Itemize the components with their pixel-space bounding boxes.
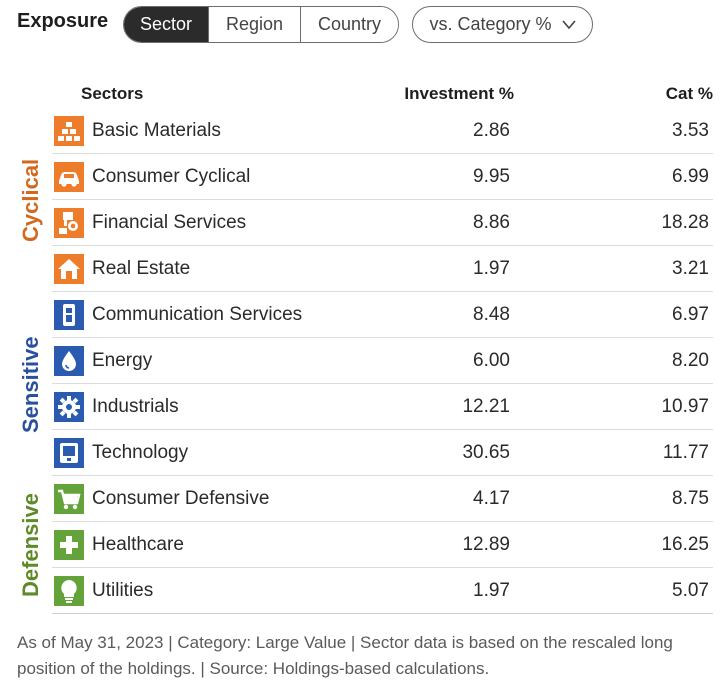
financial-services-icon xyxy=(54,208,84,238)
category-percent: 18.28 xyxy=(661,212,709,233)
investment-percent: 1.97 xyxy=(473,258,510,279)
technology-icon xyxy=(54,438,84,468)
category-percent: 16.25 xyxy=(661,534,709,555)
table-row: Healthcare 12.89 16.25 xyxy=(0,522,726,568)
healthcare-icon xyxy=(54,530,84,560)
column-header-investment[interactable]: Investment % xyxy=(404,84,514,103)
table-body: Basic Materials 2.86 3.53 Consumer Cyclical… xyxy=(0,108,726,614)
exposure-header: Exposure Sector Region Country vs. Categ… xyxy=(17,6,717,43)
tab-sector[interactable]: Sector xyxy=(124,7,209,42)
investment-percent: 8.86 xyxy=(473,212,510,233)
table-row: Financial Services 8.86 18.28 xyxy=(0,200,726,246)
table-row: Industrials 12.21 10.97 xyxy=(0,384,726,430)
table-row: Consumer Cyclical 9.95 6.99 xyxy=(0,154,726,200)
table-row: Basic Materials 2.86 3.53 xyxy=(0,108,726,154)
consumer-cyclical-icon xyxy=(54,162,84,192)
tab-country[interactable]: Country xyxy=(301,7,398,42)
table-row: Technology 30.65 11.77 xyxy=(0,430,726,476)
investment-percent: 12.89 xyxy=(462,534,510,555)
column-header-category[interactable]: Cat % xyxy=(665,84,713,103)
sector-name: Consumer Cyclical xyxy=(92,166,251,187)
sector-name: Consumer Defensive xyxy=(92,488,270,509)
table-row: Consumer Defensive 4.17 8.75 xyxy=(0,476,726,522)
tab-region[interactable]: Region xyxy=(209,7,301,42)
communication-services-icon xyxy=(54,300,84,330)
exposure-tab-group: Sector Region Country xyxy=(123,6,399,43)
sector-name: Financial Services xyxy=(92,212,247,233)
table-row: Communication Services 8.48 6.97 xyxy=(0,292,726,338)
table-header: Sectors Investment % Cat % xyxy=(0,80,726,108)
sector-name: Industrials xyxy=(92,396,179,417)
investment-percent: 30.65 xyxy=(462,442,510,463)
table-row: Real Estate 1.97 3.21 xyxy=(0,246,726,292)
real-estate-icon xyxy=(54,254,84,284)
category-percent: 6.99 xyxy=(672,166,709,187)
category-percent: 6.97 xyxy=(672,304,709,325)
utilities-icon xyxy=(54,576,84,606)
energy-icon xyxy=(54,346,84,376)
investment-percent: 9.95 xyxy=(473,166,510,187)
sector-name: Technology xyxy=(92,442,189,463)
footnote: As of May 31, 2023 | Category: Large Val… xyxy=(17,633,673,678)
sector-name: Communication Services xyxy=(92,304,303,325)
basic-materials-icon xyxy=(54,116,84,146)
category-percent: 5.07 xyxy=(672,580,709,601)
table-row: Energy 6.00 8.20 xyxy=(0,338,726,384)
compare-dropdown[interactable]: vs. Category % xyxy=(412,6,593,43)
category-percent: 10.97 xyxy=(661,396,709,417)
category-percent: 3.21 xyxy=(672,258,709,279)
chevron-down-icon xyxy=(561,19,576,29)
column-header-sectors[interactable]: Sectors xyxy=(81,84,144,103)
page-title: Exposure xyxy=(17,10,109,32)
sector-name: Real Estate xyxy=(92,258,191,279)
investment-percent: 4.17 xyxy=(473,488,510,509)
consumer-defensive-icon xyxy=(54,484,84,514)
category-percent: 8.75 xyxy=(672,488,709,509)
category-percent: 11.77 xyxy=(662,442,709,463)
sector-name: Healthcare xyxy=(92,534,184,555)
table-row: Utilities 1.97 5.07 xyxy=(0,568,726,614)
sector-name: Energy xyxy=(92,350,153,371)
investment-percent: 6.00 xyxy=(473,350,510,371)
industrials-icon xyxy=(54,392,84,422)
category-percent: 3.53 xyxy=(672,120,709,141)
compare-dropdown-label: vs. Category % xyxy=(429,14,552,34)
sector-name: Basic Materials xyxy=(92,120,221,141)
category-percent: 8.20 xyxy=(672,350,709,371)
investment-percent: 8.48 xyxy=(473,304,510,325)
investment-percent: 1.97 xyxy=(473,580,510,601)
investment-percent: 12.21 xyxy=(462,396,510,417)
investment-percent: 2.86 xyxy=(473,120,510,141)
sector-name: Utilities xyxy=(92,580,154,601)
